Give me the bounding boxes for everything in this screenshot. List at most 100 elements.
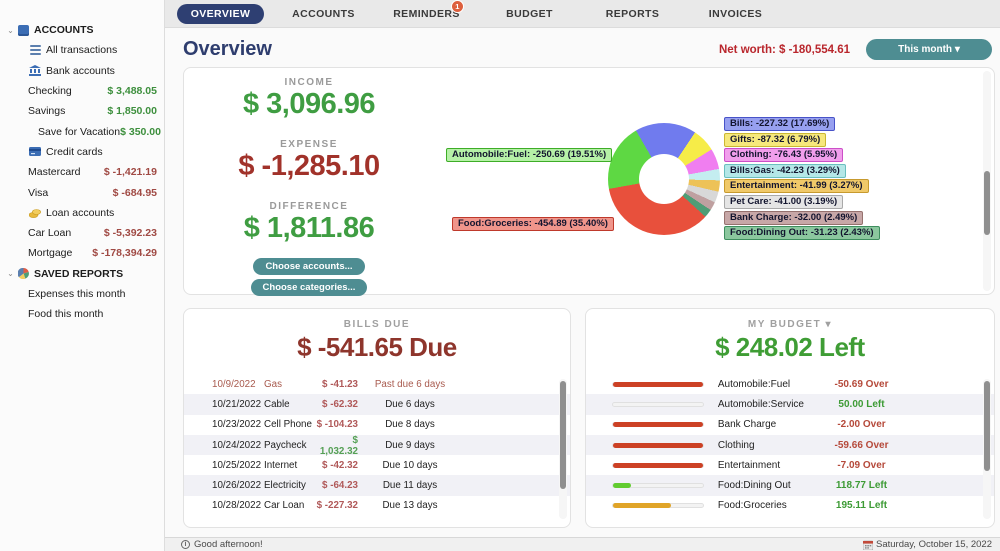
bill-amount: $ -64.23 xyxy=(322,480,358,492)
pie-label-stack: Bills: -227.32 (17.69%) Gifts: -87.32 (6… xyxy=(724,117,880,241)
page-header: Overview Net worth: $ -180,554.61 This m… xyxy=(165,28,1000,67)
list-item[interactable]: Clothing -59.66 Over xyxy=(585,434,994,456)
budget-remaining: 118.77 Left xyxy=(835,480,888,492)
budget-progress-bar xyxy=(611,381,704,387)
budget-category: Clothing xyxy=(717,439,755,451)
bill-date: 10/25/2022 xyxy=(212,459,262,471)
sidebar-item-save-for-vacation[interactable]: Save for Vacation $ 350.00 xyxy=(0,121,164,141)
bills-due-total: $ -541.65 Due xyxy=(297,332,457,362)
sidebar-item-label: Bank accounts xyxy=(46,64,115,77)
list-icon xyxy=(28,44,42,56)
tab-invoices[interactable]: INVOICES xyxy=(684,8,787,20)
table-row[interactable]: 10/21/2022 Cable $ -62.32 Due 6 days xyxy=(184,394,570,415)
tab-budget[interactable]: BUDGET xyxy=(478,8,581,20)
sidebar-item-mortgage[interactable]: Mortgage $ -178,394.29 xyxy=(0,243,164,263)
budget-category: Automobile:Fuel xyxy=(717,378,791,390)
pie-label-clothing: Clothing: -76.43 (5.95%) xyxy=(724,148,844,163)
table-row[interactable]: 10/25/2022 Internet $ -42.32 Due 10 days xyxy=(184,455,570,475)
bill-amount: $ 1,032.32 xyxy=(319,434,358,457)
scrollbar-thumb[interactable] xyxy=(984,171,990,235)
sidebar-item-food-this-month[interactable]: Food this month xyxy=(0,304,164,324)
main-area: OVERVIEW ACCOUNTS REMINDERS 1 BUDGET REP… xyxy=(165,0,1000,551)
bill-date: 10/28/2022 xyxy=(212,500,262,512)
budget-remaining: -7.09 Over xyxy=(837,459,886,471)
sidebar-item-credit-cards[interactable]: Credit cards xyxy=(0,142,164,162)
choose-categories-button[interactable]: Choose categories... xyxy=(250,279,368,296)
tab-label: BUDGET xyxy=(506,7,553,20)
account-name: Checking xyxy=(28,85,72,98)
table-row[interactable]: 10/23/2022 Cell Phone $ -104.23 Due 8 da… xyxy=(184,415,570,435)
sidebar-header-saved-reports[interactable]: ⌄ SAVED REPORTS xyxy=(0,264,164,284)
sidebar-item-all-transactions[interactable]: All transactions xyxy=(0,40,164,60)
info-icon: i xyxy=(181,540,190,549)
sidebar-header-accounts[interactable]: ⌄ ACCOUNTS xyxy=(0,20,164,40)
sidebar-item-savings[interactable]: Savings $ 1,850.00 xyxy=(0,101,164,121)
bill-due-status: Due 10 days xyxy=(382,459,438,471)
sidebar-item-bank-accounts[interactable]: Bank accounts xyxy=(0,61,164,81)
tab-reports[interactable]: REPORTS xyxy=(581,8,684,20)
income-value: $ 3,096.96 xyxy=(242,88,376,120)
account-balance: $ -684.95 xyxy=(112,186,157,199)
table-row[interactable]: 10/24/2022 Paycheck $ 1,032.32 Due 9 day… xyxy=(184,434,570,457)
table-row[interactable]: 10/26/2022 Electricity $ -64.23 Due 11 d… xyxy=(184,475,570,496)
table-row[interactable]: 10/28/2022 Car Loan $ -227.32 Due 13 day… xyxy=(184,496,570,516)
budget-progress-bar xyxy=(611,503,704,509)
account-balance: $ -5,392.23 xyxy=(103,227,157,240)
tab-reminders[interactable]: REMINDERS 1 xyxy=(375,0,478,20)
bills-due-panel: BILLS DUE $ -541.65 Due 10/9/2022 Gas $ … xyxy=(183,308,571,528)
pie-label-bank-charge: Bank Charge: -32.00 (2.49%) xyxy=(724,210,864,225)
budget-scrollbar[interactable] xyxy=(983,379,991,519)
choose-accounts-button[interactable]: Choose accounts... xyxy=(253,258,365,275)
sidebar: ⌄ ACCOUNTS All transactions Bank account… xyxy=(0,0,165,551)
list-item[interactable]: Entertainment -7.09 Over xyxy=(586,455,994,475)
period-selector-button[interactable]: This month ▾ xyxy=(866,39,992,60)
budget-table: Automobile:Fuel -50.69 Over Automobile:S… xyxy=(585,374,994,516)
bill-payee: Paycheck xyxy=(264,440,307,452)
chevron-down-icon[interactable]: ⌄ xyxy=(7,25,14,35)
tab-label: ACCOUNTS xyxy=(292,7,355,20)
budget-progress-bar xyxy=(611,401,704,407)
budget-progress-bar xyxy=(611,442,704,448)
pie-label-bills: Bills: -227.32 (17.69%) xyxy=(724,117,836,131)
bill-amount: $ -62.32 xyxy=(322,398,358,410)
my-budget-title[interactable]: MY BUDGET ▾ xyxy=(747,319,832,330)
sidebar-item-loan-accounts[interactable]: Loan accounts xyxy=(0,203,164,223)
bills-table: 10/9/2022 Gas $ -41.23 Past due 6 days 1… xyxy=(184,374,570,516)
overview-scrollbar[interactable] xyxy=(983,71,991,291)
chevron-down-icon[interactable]: ⌄ xyxy=(7,269,14,279)
sidebar-item-expenses-this-month[interactable]: Expenses this month xyxy=(0,284,164,304)
list-item[interactable]: Automobile:Fuel -50.69 Over xyxy=(586,374,994,394)
list-item[interactable]: Automobile:Service 50.00 Left xyxy=(585,394,994,415)
reminders-badge: 1 xyxy=(451,0,464,13)
table-row[interactable]: 10/9/2022 Gas $ -41.23 Past due 6 days xyxy=(184,374,570,394)
bill-date: 10/21/2022 xyxy=(212,398,262,410)
tab-label: OVERVIEW xyxy=(176,3,265,24)
saved-reports-header-label: SAVED REPORTS xyxy=(34,267,124,280)
sidebar-item-label: All transactions xyxy=(46,44,118,57)
sidebar-item-checking[interactable]: Checking $ 3,488.05 xyxy=(0,81,164,101)
account-balance: $ 1,850.00 xyxy=(107,105,157,118)
bill-amount: $ -104.23 xyxy=(316,419,358,431)
donut-chart[interactable] xyxy=(608,123,720,235)
scrollbar-thumb[interactable] xyxy=(559,381,566,489)
bill-due-status: Due 8 days xyxy=(385,419,435,431)
sidebar-item-mastercard[interactable]: Mastercard $ -1,421.19 xyxy=(0,162,164,182)
list-item[interactable]: Food:Groceries 195.11 Left xyxy=(586,496,994,516)
list-item[interactable]: Bank Charge -2.00 Over xyxy=(586,415,994,435)
sidebar-item-car-loan[interactable]: Car Loan $ -5,392.23 xyxy=(0,223,164,243)
scrollbar-thumb[interactable] xyxy=(984,381,990,471)
expense-label: EXPENSE xyxy=(280,139,338,150)
pie-label-automobile-fuel: Automobile:Fuel: -250.69 (19.51%) xyxy=(446,148,613,162)
bill-due-status: Due 11 days xyxy=(382,480,438,492)
budget-progress-bar xyxy=(611,422,704,428)
sidebar-item-visa[interactable]: Visa $ -684.95 xyxy=(0,182,164,202)
page-title: Overview xyxy=(183,38,272,60)
budget-remaining: -59.66 Over xyxy=(834,439,889,451)
bills-scrollbar[interactable] xyxy=(558,379,567,519)
bill-payee: Internet xyxy=(264,459,298,471)
tab-accounts[interactable]: ACCOUNTS xyxy=(272,8,375,20)
list-item[interactable]: Food:Dining Out 118.77 Left xyxy=(585,475,994,496)
account-balance: $ 3,488.05 xyxy=(107,85,157,98)
credit-card-icon xyxy=(28,146,42,158)
tab-overview[interactable]: OVERVIEW xyxy=(169,3,272,24)
